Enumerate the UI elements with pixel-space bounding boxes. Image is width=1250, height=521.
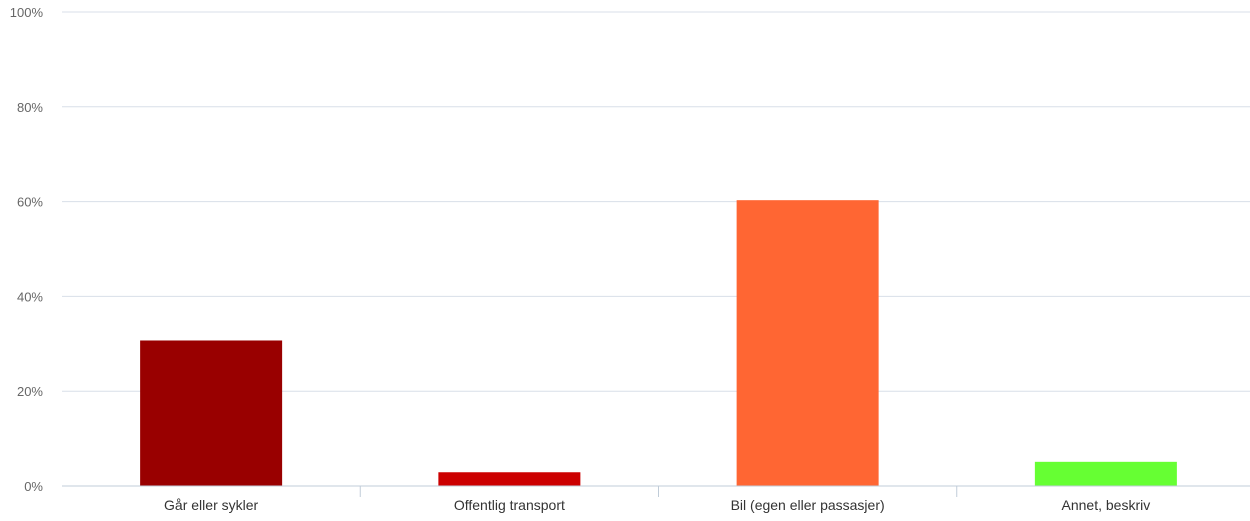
x-tick-label: Annet, beskriv xyxy=(1062,497,1151,513)
y-tick-label: 0% xyxy=(24,479,43,494)
x-tick-label: Offentlig transport xyxy=(454,497,565,513)
bar xyxy=(438,472,581,486)
y-tick-label: 40% xyxy=(17,289,43,304)
x-tick-label: Bil (egen eller passasjer) xyxy=(731,497,885,513)
gridlines xyxy=(62,11,1250,392)
bar xyxy=(140,340,283,486)
y-tick-label: 60% xyxy=(17,195,43,210)
x-axis xyxy=(62,485,1250,497)
x-tick-label: Går eller sykler xyxy=(164,497,258,513)
x-axis-category-labels: Går eller sykler Offentlig transport Bil (… xyxy=(164,497,1150,513)
bar xyxy=(1034,461,1177,486)
y-tick-label: 100% xyxy=(10,5,44,20)
y-tick-label: 80% xyxy=(17,100,43,115)
bar xyxy=(736,200,879,487)
y-tick-label: 20% xyxy=(17,384,43,399)
y-axis-tick-labels: 0% 20% 40% 60% 80% 100% xyxy=(10,5,44,494)
bars xyxy=(140,200,1177,487)
